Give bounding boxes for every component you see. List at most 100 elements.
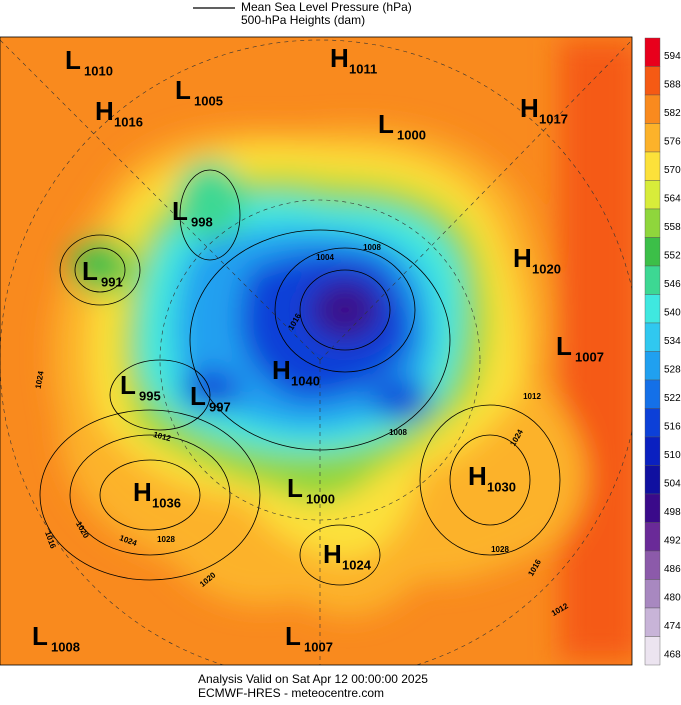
- colorbar-tick-label: 570: [664, 165, 681, 176]
- pressure-center: L 998: [172, 196, 213, 230]
- pressure-center: H 1016: [95, 96, 143, 130]
- contour-label: 1028: [491, 545, 509, 554]
- center-pressure: 1007: [304, 639, 333, 654]
- center-pressure: 1036: [152, 495, 181, 510]
- colorbar-tick-label: 486: [664, 564, 681, 575]
- colorbar-swatch: [644, 436, 661, 466]
- pressure-center: L 1005: [175, 75, 223, 109]
- center-letter: H: [330, 43, 349, 73]
- contour-label: 1028: [157, 535, 175, 544]
- center-pressure: 1030: [487, 479, 516, 494]
- center-pressure: 1000: [397, 127, 426, 142]
- colorbar-swatch: [644, 493, 661, 523]
- colorbar-tick-label: 468: [664, 649, 681, 660]
- colorbar-swatch: [644, 607, 661, 637]
- pressure-center: H 1040: [272, 355, 320, 389]
- center-letter: H: [468, 461, 487, 491]
- pressure-center: L 995: [120, 370, 161, 404]
- center-letter: H: [272, 355, 291, 385]
- colorbar-swatch: [644, 379, 661, 409]
- center-pressure: 1007: [575, 349, 604, 364]
- colorbar-tick-label: 552: [664, 250, 681, 261]
- colorbar-tick-label: 492: [664, 535, 681, 546]
- center-letter: L: [285, 621, 301, 651]
- center-pressure: 1040: [291, 373, 320, 388]
- colorbar-swatch: [644, 322, 661, 352]
- contour-label: 1024: [34, 370, 46, 390]
- center-letter: H: [95, 96, 114, 126]
- center-pressure: 991: [101, 274, 123, 289]
- colorbar-tick-label: 546: [664, 279, 681, 290]
- colorbar-swatch: [644, 208, 661, 238]
- center-pressure: 1017: [539, 111, 568, 126]
- center-letter: H: [133, 477, 152, 507]
- contour-label: 1012: [523, 392, 541, 401]
- colorbar-tick-label: 498: [664, 507, 681, 518]
- colorbar-tick-label: 576: [664, 136, 681, 147]
- legend-heights: 500-hPa Heights (dam): [241, 13, 365, 27]
- center-letter: L: [120, 370, 136, 400]
- center-letter: L: [32, 621, 48, 651]
- colorbar-tick-label: 522: [664, 393, 681, 404]
- pressure-center: H 1011: [330, 43, 377, 77]
- colorbar-tick-label: 588: [664, 79, 681, 90]
- colorbar-swatch: [644, 550, 661, 580]
- colorbar-swatch: [644, 351, 661, 381]
- center-letter: L: [556, 331, 572, 361]
- colorbar-swatch: [644, 66, 661, 96]
- pressure-center: L 1000: [287, 473, 335, 507]
- pressure-center: L 1008: [32, 621, 80, 655]
- colorbar-tick-label: 528: [664, 364, 681, 375]
- colorbar-swatch: [644, 465, 661, 495]
- colorbar-tick-label: 534: [664, 336, 681, 347]
- center-letter: L: [172, 196, 188, 226]
- colorbar-tick-label: 582: [664, 108, 681, 119]
- colorbar-tick-label: 540: [664, 307, 681, 318]
- colorbar-tick-label: 474: [664, 621, 681, 632]
- colorbar-swatch: [644, 408, 661, 438]
- colorbar-swatch: [644, 294, 661, 324]
- colorbar-tick-label: 504: [664, 478, 681, 489]
- colorbar-tick-label: 516: [664, 421, 681, 432]
- center-pressure: 998: [191, 214, 213, 229]
- contour-label: 1008: [389, 428, 407, 437]
- colorbar-tick-label: 594: [664, 51, 681, 62]
- colorbar-tick-label: 564: [664, 193, 681, 204]
- pressure-center: H 1036: [133, 477, 181, 511]
- center-letter: L: [175, 75, 191, 105]
- center-pressure: 1016: [114, 114, 143, 129]
- colorbar-swatch: [644, 579, 661, 609]
- center-pressure: 1024: [342, 557, 372, 572]
- colorbar-tick-label: 558: [664, 222, 681, 233]
- colorbar: 594 588 582 576 570 564 558 552 546 540 534 528 522 5…: [644, 37, 681, 666]
- map-frame: [0, 36, 633, 666]
- center-letter: L: [378, 109, 394, 139]
- colorbar-tick-label: 480: [664, 592, 681, 603]
- colorbar-swatch: [644, 37, 661, 67]
- center-pressure: 1005: [194, 93, 223, 108]
- center-pressure: 1000: [306, 491, 335, 506]
- contour-label: 1004: [316, 253, 334, 262]
- footer-valid: Analysis Valid on Sat Apr 12 00:00:00 20…: [198, 672, 428, 686]
- pressure-center: H 1030: [468, 461, 516, 495]
- center-letter: L: [82, 256, 98, 286]
- center-letter: H: [323, 539, 342, 569]
- center-letter: L: [287, 473, 303, 503]
- contour-label: 1008: [363, 243, 381, 252]
- map: [0, 37, 632, 665]
- pressure-center: H 1024: [323, 539, 372, 573]
- colorbar-swatch: [644, 237, 661, 267]
- pressure-center: L 991: [82, 256, 123, 290]
- pressure-center: L 1007: [556, 331, 604, 365]
- footer-source: ECMWF-HRES - meteocentre.com: [198, 686, 384, 700]
- pressure-center: L 1010: [65, 45, 113, 79]
- center-letter: H: [520, 93, 539, 123]
- colorbar-swatch: [644, 265, 661, 295]
- center-letter: H: [513, 243, 532, 273]
- center-pressure: 995: [139, 388, 161, 403]
- colorbar-swatch: [644, 151, 661, 181]
- pressure-center: H 1020: [513, 243, 561, 277]
- colorbar-swatch: [644, 522, 661, 552]
- pressure-center: L 1000: [378, 109, 426, 143]
- center-pressure: 1010: [84, 63, 113, 78]
